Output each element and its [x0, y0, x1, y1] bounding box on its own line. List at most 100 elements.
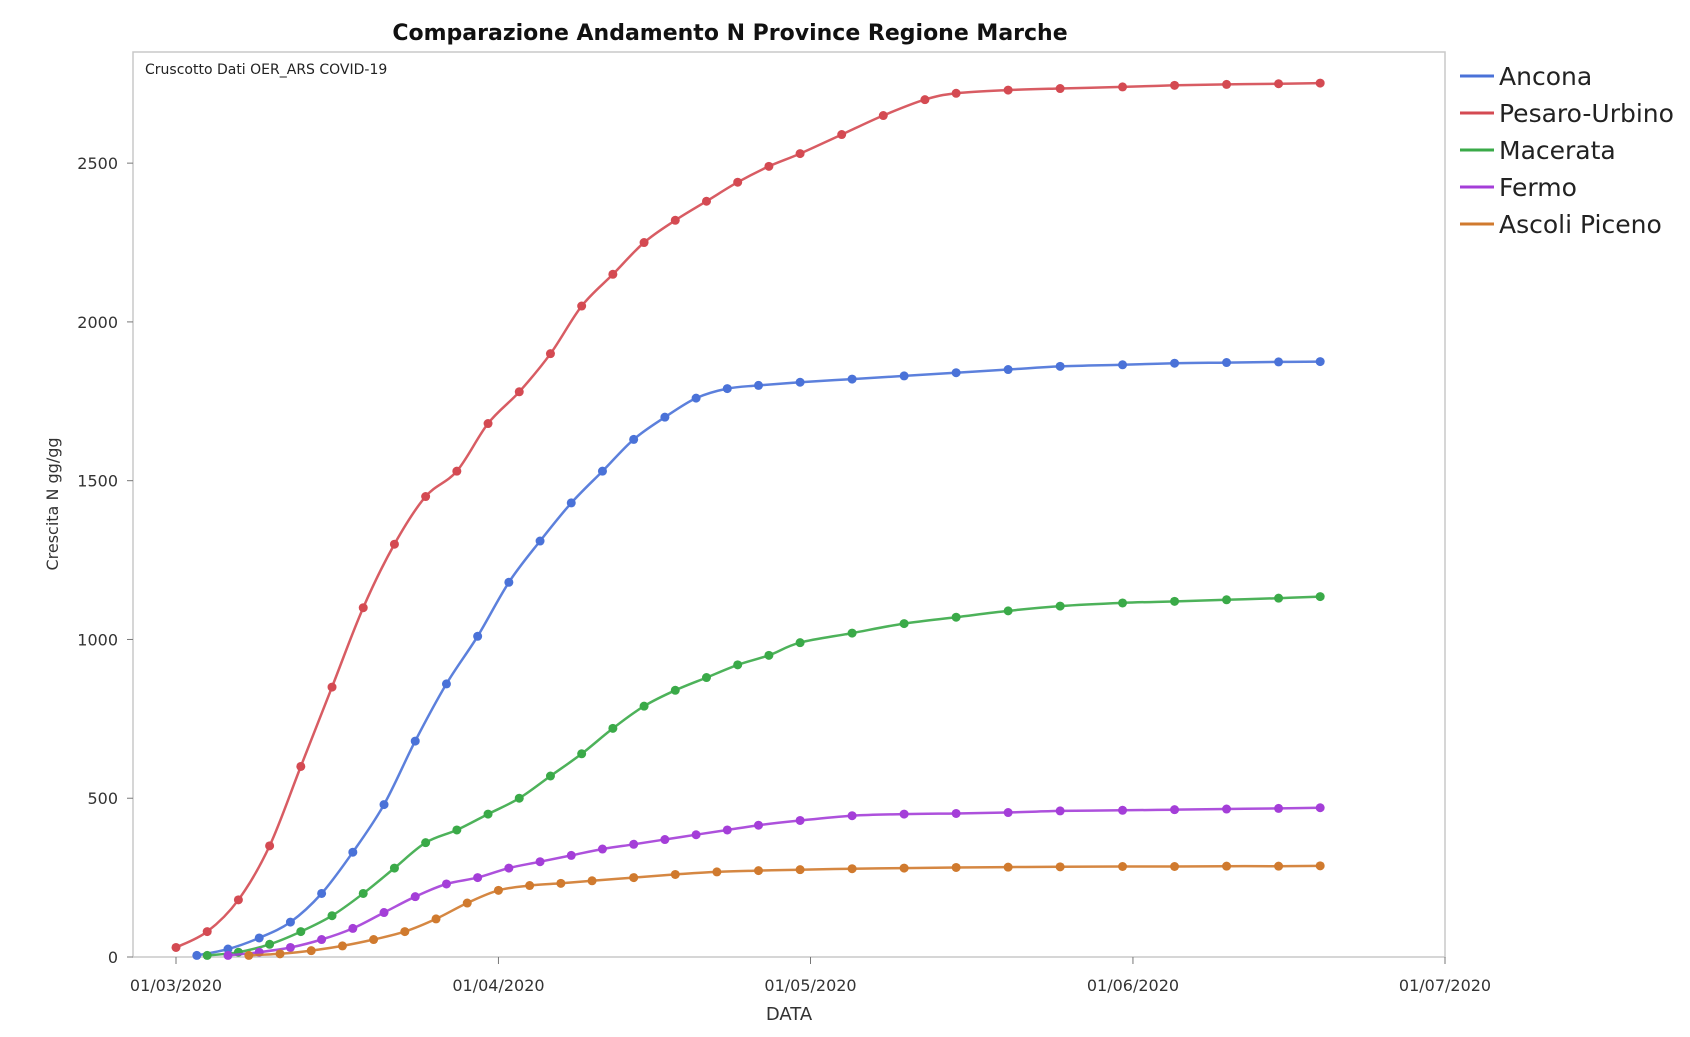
legend-label: Pesaro-Urbino	[1499, 99, 1674, 128]
data-point	[410, 736, 420, 746]
data-point	[1055, 361, 1065, 371]
data-point	[545, 349, 555, 359]
data-point	[452, 825, 462, 835]
data-point	[265, 939, 275, 949]
data-point	[473, 873, 483, 883]
data-point	[1222, 358, 1232, 368]
data-point	[951, 808, 961, 818]
data-point	[233, 895, 243, 905]
data-point	[1274, 593, 1284, 603]
data-point	[1003, 862, 1013, 872]
data-point	[629, 839, 639, 849]
data-point	[795, 149, 805, 159]
data-point	[1222, 804, 1232, 814]
data-point	[358, 888, 368, 898]
data-point	[410, 892, 420, 902]
data-point	[639, 238, 649, 248]
data-point	[639, 701, 649, 711]
data-point	[535, 536, 545, 546]
data-point	[847, 864, 857, 874]
data-point	[348, 923, 358, 933]
data-point	[1003, 85, 1013, 95]
data-point	[493, 885, 503, 895]
data-point	[1055, 84, 1065, 94]
x-tick-label: 01/06/2020	[1087, 976, 1179, 995]
x-tick-label: 01/05/2020	[764, 976, 856, 995]
data-point	[317, 888, 327, 898]
data-point	[847, 628, 857, 638]
y-axis-ticks: 0 500 1000 1500 2000 2500	[77, 154, 133, 967]
data-point	[951, 612, 961, 622]
data-point	[275, 949, 285, 959]
data-point	[473, 631, 483, 641]
data-point	[1118, 82, 1128, 92]
data-point	[379, 908, 389, 918]
legend-label: Ascoli Piceno	[1499, 210, 1662, 239]
data-point	[389, 539, 399, 549]
data-point	[285, 942, 295, 952]
data-point	[878, 111, 888, 121]
data-point	[254, 933, 264, 943]
x-tick-label: 01/04/2020	[452, 976, 544, 995]
data-point	[795, 865, 805, 875]
data-point	[389, 863, 399, 873]
data-point	[597, 466, 607, 476]
data-point	[317, 935, 327, 945]
data-point	[483, 419, 493, 429]
data-point	[1315, 861, 1325, 871]
data-point	[733, 660, 743, 670]
data-point	[577, 749, 587, 759]
data-point	[441, 679, 451, 689]
data-point	[733, 177, 743, 187]
data-point	[753, 820, 763, 830]
data-point	[701, 196, 711, 206]
data-point	[629, 434, 639, 444]
data-point	[670, 685, 680, 695]
data-point	[837, 130, 847, 140]
x-tick-label: 01/07/2020	[1399, 976, 1491, 995]
data-point	[1274, 79, 1284, 89]
data-point	[1170, 80, 1180, 90]
chart-title: Comparazione Andamento N Province Region…	[392, 21, 1067, 46]
x-tick-label: 01/03/2020	[130, 976, 222, 995]
x-axis-ticks: 01/03/2020 01/04/2020 01/05/2020 01/06/2020…	[130, 957, 1491, 995]
series-layer	[171, 78, 1325, 960]
data-point	[764, 650, 774, 660]
y-tick-label: 2500	[77, 154, 118, 173]
data-point	[1118, 598, 1128, 608]
data-point	[1003, 606, 1013, 616]
data-point	[1118, 862, 1128, 871]
data-point	[483, 809, 493, 819]
data-point	[1222, 861, 1232, 871]
data-point	[899, 863, 909, 873]
data-point	[608, 269, 618, 279]
data-point	[577, 301, 587, 311]
data-point	[722, 384, 732, 394]
data-point	[920, 95, 930, 105]
y-tick-label: 500	[87, 789, 118, 808]
data-point	[691, 830, 701, 840]
data-point	[608, 723, 618, 733]
data-point	[566, 498, 576, 508]
data-point	[629, 873, 639, 883]
legend: Ancona Pesaro-Urbino Macerata Fermo Ascoli P…	[1460, 62, 1674, 239]
data-point	[1315, 357, 1325, 367]
data-point	[597, 844, 607, 854]
y-tick-label: 1500	[77, 472, 118, 491]
data-point	[369, 935, 379, 945]
data-point	[670, 215, 680, 225]
data-point	[847, 374, 857, 384]
data-point	[753, 380, 763, 390]
data-point	[337, 941, 347, 951]
data-point	[462, 898, 472, 908]
data-point	[265, 841, 275, 851]
y-axis-label: Crescita N gg/gg	[43, 437, 62, 570]
data-point	[1003, 808, 1013, 818]
data-point	[504, 863, 514, 873]
data-point	[712, 867, 722, 877]
data-point	[660, 835, 670, 845]
data-point	[1170, 862, 1180, 871]
data-point	[899, 809, 909, 819]
